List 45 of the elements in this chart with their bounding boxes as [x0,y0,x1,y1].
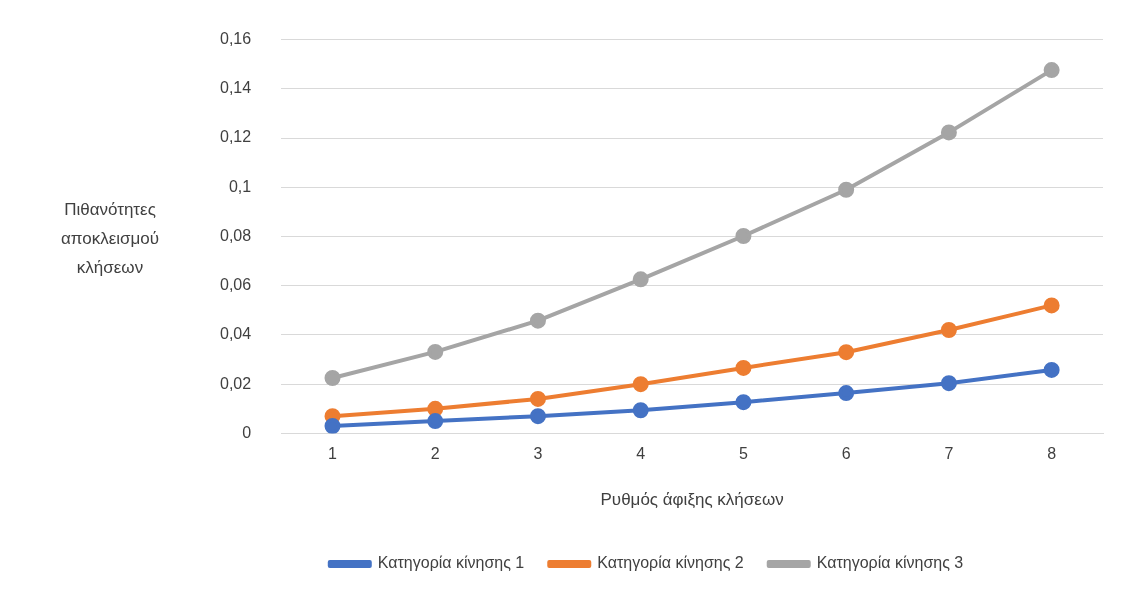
x-tick-label: 6 [841,445,851,463]
point [940,322,957,339]
point [1043,361,1060,378]
x-tick-label: 4 [636,445,646,463]
legend-label: Κατηγορία κίνησης 2 [597,554,744,572]
y-tick-label: 0,1 [228,177,252,195]
y-tick-label: 0,14 [220,79,252,97]
y-tick-label: 0,16 [220,30,252,48]
y-tick-label: 0,06 [220,276,252,294]
point [324,418,341,434]
y-tick-label: 0,08 [220,226,252,244]
x-tick-label: 2 [430,445,440,463]
point [1043,62,1060,79]
point [632,402,649,419]
y-axis-title: Πιθανότητες αποκλεισμού κλήσεων [59,199,161,279]
point [632,271,649,288]
x-axis-title: Ρυθμός άφιξης κλήσεων [600,490,784,510]
point [427,400,444,417]
point [632,376,649,393]
x-tick-label: 5 [738,445,748,463]
point [529,312,546,329]
x-tick-label: 1 [328,445,338,463]
point [735,394,752,411]
point [735,359,752,376]
point [427,343,444,360]
point [529,408,546,425]
point [427,413,444,430]
x-tick-label: 7 [944,445,954,463]
point [940,124,957,141]
y-tick-label: 0,12 [220,128,252,146]
point [735,228,752,245]
point [940,375,957,392]
y-tick-label: 0,04 [220,325,252,343]
point [838,344,855,361]
point [324,370,341,387]
x-tick-label: 8 [1047,445,1057,463]
legend-label: Κατηγορία κίνησης 3 [816,554,964,572]
point [1043,297,1060,314]
legend-label: Κατηγορία κίνησης 1 [377,554,525,572]
point [529,390,546,407]
y-tick-label: 0 [242,423,252,441]
x-tick-label: 3 [533,445,543,463]
point [838,385,855,402]
y-tick-label: 0,02 [220,374,252,392]
point [838,181,855,198]
